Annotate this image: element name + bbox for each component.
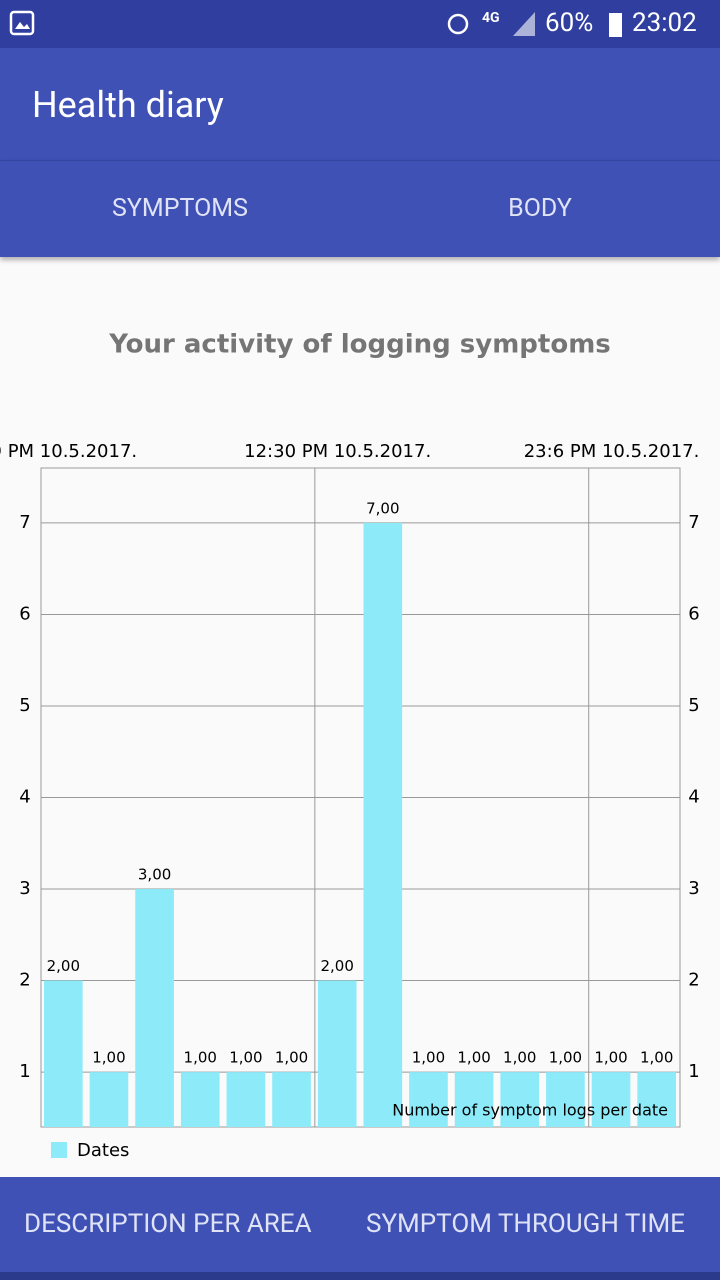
bar — [637, 1072, 676, 1127]
x-tick-label: 12:30 PM 10.5.2017. — [244, 441, 431, 462]
gallery-icon — [9, 10, 35, 36]
app-title: Health diary — [32, 84, 224, 126]
bottom-bar: DESCRIPTION PER AREA SYMPTOM THROUGH TIM… — [0, 1177, 720, 1272]
value-label: 1,00 — [594, 1049, 627, 1067]
y-tick-label: 1 — [19, 1061, 30, 1082]
network-type: 4G — [482, 10, 500, 26]
y-tick-label: 4 — [19, 787, 30, 808]
status-bar: 4G 60% 23:02 — [0, 0, 720, 48]
battery-level: 60% — [545, 8, 594, 38]
y-tick-label: 5 — [19, 695, 30, 716]
value-label: 1,00 — [503, 1049, 536, 1067]
nav-edge — [0, 1272, 720, 1280]
bar — [44, 980, 83, 1127]
value-label: 1,00 — [92, 1049, 125, 1067]
app-bar: Health diary — [0, 48, 720, 160]
bar — [317, 980, 357, 1127]
y-tick-label: 6 — [19, 603, 30, 624]
legend-label: Dates — [77, 1140, 129, 1161]
status-icons — [9, 10, 622, 37]
y2-tick-label: 6 — [688, 603, 699, 624]
value-label: 1,00 — [457, 1049, 490, 1067]
bar — [591, 1072, 631, 1127]
chart-description: Number of symptom logs per date — [392, 1101, 668, 1120]
tab[interactable]: BODY — [508, 194, 572, 223]
value-label: 2,00 — [320, 957, 353, 975]
bar — [272, 1072, 311, 1127]
y2-tick-label: 3 — [688, 878, 699, 899]
gallery-icon-shape — [15, 22, 30, 29]
legend-swatch — [51, 1142, 67, 1158]
battery-icon — [609, 13, 622, 37]
y2-tick-label: 4 — [688, 787, 699, 808]
y2-tick-label: 2 — [688, 970, 699, 991]
chart-title: Your activity of logging symptoms — [108, 330, 611, 360]
value-label: 3,00 — [138, 866, 171, 884]
y2-tick-label: 7 — [688, 512, 699, 533]
value-label: 1,00 — [412, 1049, 445, 1067]
bottom-button[interactable]: SYMPTOM THROUGH TIME — [366, 1209, 685, 1239]
bar — [135, 889, 174, 1127]
x-tick-label: 9 PM 10.5.2017. — [0, 441, 137, 462]
value-label: 1,00 — [275, 1049, 308, 1067]
y2-tick-label: 1 — [688, 1061, 699, 1082]
bar — [546, 1072, 585, 1127]
value-label: 1,00 — [640, 1049, 673, 1067]
x-tick-label: 23:6 PM 10.5.2017. — [524, 441, 700, 462]
signal-icon — [513, 12, 535, 36]
alarm-icon — [447, 13, 469, 35]
bottom-button[interactable]: DESCRIPTION PER AREA — [24, 1209, 312, 1239]
y-tick-label: 7 — [19, 512, 30, 533]
clock: 23:02 — [632, 8, 697, 38]
y-tick-label: 2 — [19, 970, 30, 991]
bar — [363, 522, 403, 1127]
bar — [454, 1072, 494, 1127]
bar — [409, 1072, 448, 1127]
tab-bar: SYMPTOMS BODY — [0, 160, 720, 257]
value-label: 1,00 — [549, 1049, 582, 1067]
tab[interactable]: SYMPTOMS — [112, 194, 248, 223]
value-label: 7,00 — [366, 499, 399, 517]
value-label: 1,00 — [184, 1049, 217, 1067]
y-tick-label: 3 — [19, 878, 30, 899]
chart: Your activity of logging symptoms 1 1 2 2 3 3… — [0, 330, 700, 1162]
bar — [89, 1072, 129, 1127]
value-label: 2,00 — [47, 957, 80, 975]
value-label: 1,00 — [229, 1049, 262, 1067]
y2-tick-label: 5 — [688, 695, 699, 716]
bar — [226, 1072, 266, 1127]
bar — [500, 1072, 540, 1127]
bar — [180, 1072, 220, 1127]
